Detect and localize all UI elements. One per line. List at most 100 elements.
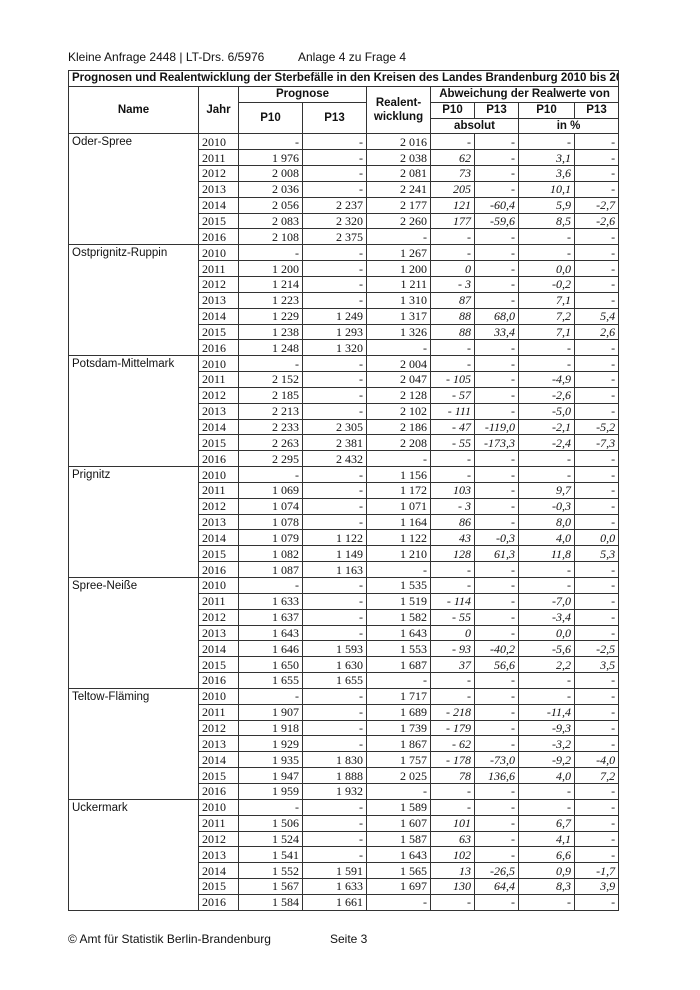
value-cell: - — [302, 481, 367, 499]
value-cell: - — [518, 893, 575, 911]
value-cell: 1 633 — [302, 878, 367, 895]
value-cell: -9,2 — [518, 751, 575, 769]
value-cell: 1 687 — [366, 656, 431, 674]
year-cell: 2016 — [198, 672, 239, 689]
footer-page: Seite 3 — [330, 932, 368, 946]
value-cell: - — [474, 497, 519, 515]
value-cell: - — [366, 561, 431, 578]
value-cell: - 55 — [430, 434, 475, 452]
value-cell: -5,2 — [573, 418, 620, 436]
value-cell: 1 593 — [302, 640, 367, 658]
value-cell: - — [302, 386, 367, 404]
value-cell: 2 260 — [366, 212, 431, 230]
year-cell: 2010 — [198, 133, 239, 151]
value-cell: - 111 — [430, 402, 475, 420]
value-cell: - — [474, 798, 519, 816]
value-cell: - — [474, 893, 519, 911]
value-cell: 1 238 — [238, 323, 303, 341]
value-cell: -11,4 — [518, 703, 575, 721]
value-cell: 2 081 — [366, 165, 431, 182]
value-cell: 2,6 — [573, 323, 620, 341]
value-cell: 1 739 — [366, 719, 431, 737]
value-cell: 2 083 — [238, 212, 303, 230]
value-cell: - — [518, 450, 575, 468]
year-cell: 2015 — [198, 656, 239, 674]
year-cell: 2016 — [198, 339, 239, 357]
value-cell: - — [366, 228, 431, 246]
year-cell: 2012 — [198, 165, 239, 182]
table-row: Potsdam-Mittelmark 2010- -2 004- - - - — [68, 355, 620, 468]
value-cell: 1 079 — [238, 529, 303, 547]
col-header-line: wicklung — [373, 111, 424, 124]
value-cell: 2 241 — [366, 180, 431, 198]
value-cell: - — [518, 228, 575, 246]
value-cell: - — [573, 735, 620, 753]
value-cell: -5,6 — [518, 640, 575, 658]
value-cell: - — [430, 561, 475, 578]
value-cell: - — [302, 165, 367, 182]
value-cell: 2 233 — [238, 418, 303, 436]
value-cell: - — [366, 450, 431, 468]
value-cell: - — [573, 513, 620, 531]
year-cell: 2015 — [198, 878, 239, 895]
value-cell: 2 305 — [302, 418, 367, 436]
value-cell: 2 004 — [366, 355, 431, 373]
value-cell: 9,7 — [518, 481, 575, 499]
value-cell: - — [302, 687, 367, 705]
value-cell: - — [474, 672, 519, 689]
value-cell: 1 229 — [238, 307, 303, 325]
value-cell: 1 867 — [366, 735, 431, 753]
value-cell: - — [238, 577, 303, 594]
table-row: Ostprignitz-Ruppin 2010- -1 267- - - - — [68, 244, 620, 357]
value-cell: 1 661 — [302, 893, 367, 911]
value-cell: 5,3 — [573, 545, 620, 563]
year-cell: 2012 — [198, 497, 239, 515]
value-cell: - — [302, 244, 367, 262]
value-cell: -0,3 — [474, 529, 519, 547]
value-cell: - — [474, 165, 519, 182]
value-cell: 1 078 — [238, 513, 303, 531]
value-cell: 1 535 — [366, 577, 431, 594]
col-header: P13 — [474, 101, 519, 119]
col-header: in % — [517, 117, 620, 135]
year-cell: 2014 — [198, 196, 239, 214]
year-cell: 2010 — [198, 687, 239, 705]
value-cell: 1 918 — [238, 719, 303, 737]
value-cell: 62 — [430, 149, 475, 167]
value-cell: 0,0 — [518, 260, 575, 277]
value-cell: 1 524 — [238, 830, 303, 848]
col-header: P10 — [518, 101, 575, 119]
value-cell: - — [573, 561, 620, 578]
value-cell: 136,6 — [474, 767, 519, 784]
value-cell: -0,2 — [518, 275, 575, 293]
value-cell: - — [573, 450, 620, 468]
value-cell: 2 036 — [238, 180, 303, 198]
value-cell: 1 959 — [238, 782, 303, 800]
value-cell: 2 185 — [238, 386, 303, 404]
value-cell: - — [573, 608, 620, 626]
value-cell: 2 237 — [302, 196, 367, 214]
value-cell: - — [302, 371, 367, 388]
value-cell: 121 — [430, 196, 475, 214]
value-cell: - — [474, 339, 519, 357]
value-cell: - 62 — [430, 735, 475, 753]
year-cell: 2010 — [198, 355, 239, 373]
value-cell: -4,0 — [573, 751, 620, 769]
value-cell: 88 — [430, 307, 475, 325]
value-cell: 1 630 — [302, 656, 367, 674]
value-cell: -60,4 — [474, 196, 519, 214]
value-cell: - — [366, 893, 431, 911]
value-cell: 205 — [430, 180, 475, 198]
value-cell: - — [430, 672, 475, 689]
value-cell: - 218 — [430, 703, 475, 721]
value-cell: - — [573, 577, 620, 594]
col-header: Abweichung der Realwerte von — [429, 85, 620, 103]
table-row: 2014 2 233 2 305 2 186- 47 -119,0 -2,1 -5,2 — [69, 418, 620, 436]
value-cell: - 179 — [430, 719, 475, 737]
col-header: Realent-wicklung — [366, 85, 431, 135]
year-cell: 2011 — [198, 260, 239, 277]
value-cell: - — [573, 149, 620, 167]
value-cell: -3,2 — [518, 735, 575, 753]
district-name: Uckermark — [68, 798, 199, 911]
